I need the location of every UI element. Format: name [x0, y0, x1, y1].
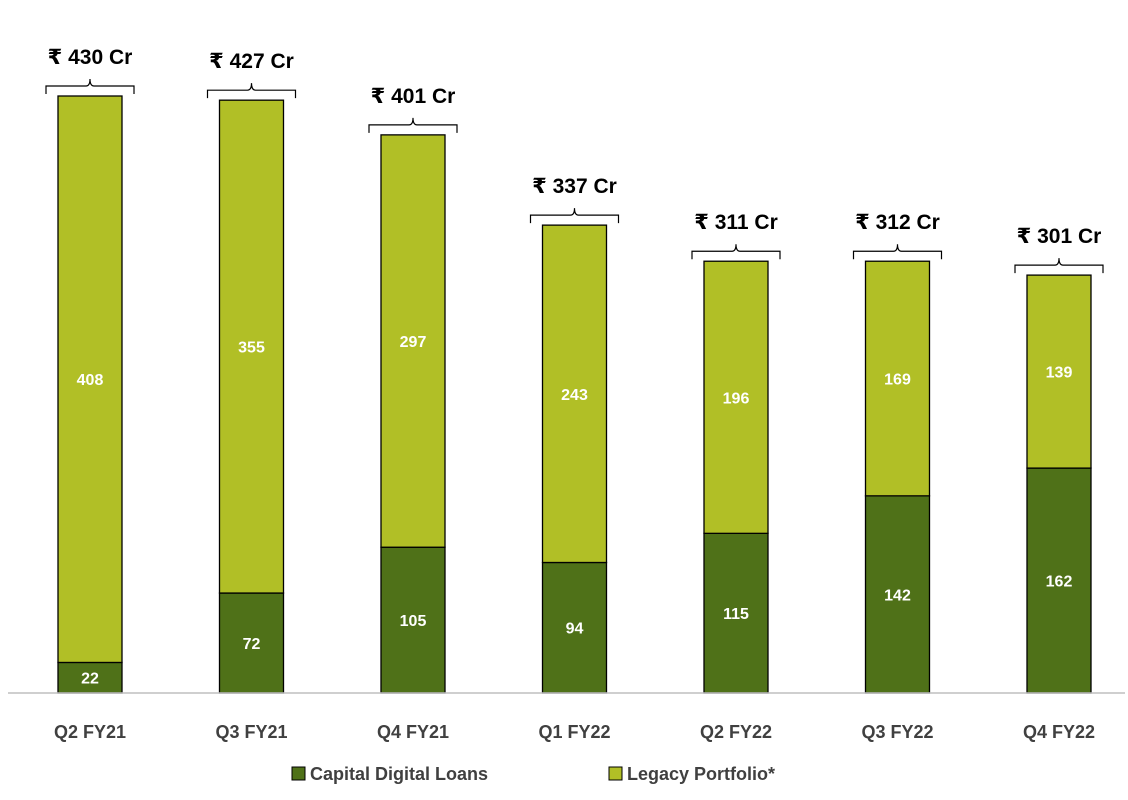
value-label-legacy-portfolio: 408 — [77, 372, 104, 389]
value-label-legacy-portfolio: 243 — [561, 387, 588, 404]
total-label: ₹ 430 Cr — [48, 46, 133, 69]
category-label: Q3 FY22 — [861, 722, 933, 742]
legend-swatch — [608, 766, 623, 781]
category-label: Q3 FY21 — [215, 722, 287, 742]
total-label: ₹ 401 Cr — [371, 85, 456, 108]
value-label-legacy-portfolio: 297 — [400, 334, 427, 351]
total-label: ₹ 301 Cr — [1017, 225, 1102, 248]
bar-legacy-portfolio — [57, 95, 123, 664]
value-label-capital-digital-loans: 142 — [884, 587, 911, 604]
value-label-capital-digital-loans: 105 — [400, 613, 427, 630]
total-label: ₹ 311 Cr — [694, 211, 778, 234]
total-brace — [368, 117, 458, 133]
legend-label: Legacy Portfolio* — [627, 764, 775, 784]
total-label: ₹ 312 Cr — [855, 211, 940, 234]
total-brace — [206, 83, 297, 99]
value-label-capital-digital-loans: 162 — [1046, 574, 1073, 591]
total-brace — [45, 78, 135, 94]
bars-layer — [57, 95, 1092, 694]
bar-capital-digital-loans — [57, 661, 123, 694]
bar-legacy-portfolio — [380, 134, 446, 548]
bar-legacy-portfolio — [703, 260, 769, 534]
bar-legacy-portfolio — [541, 224, 608, 564]
value-label-legacy-portfolio: 139 — [1046, 365, 1073, 382]
total-brace — [691, 244, 781, 260]
total-brace — [529, 208, 620, 224]
legend-label: Capital Digital Loans — [310, 764, 488, 784]
legend-swatch — [291, 766, 306, 781]
total-brace — [1014, 258, 1104, 274]
legend-item-legacy-portfolio: Legacy Portfolio* — [608, 764, 775, 784]
bar-capital-digital-loans — [1026, 467, 1092, 694]
value-label-legacy-portfolio: 196 — [723, 390, 750, 407]
value-label-capital-digital-loans: 22 — [81, 671, 99, 688]
category-label: Q4 FY22 — [1023, 722, 1095, 742]
total-label: ₹ 427 Cr — [209, 50, 294, 73]
bar-legacy-portfolio — [864, 260, 931, 497]
category-label: Q1 FY22 — [538, 722, 610, 742]
bar-capital-digital-loans — [864, 495, 931, 694]
value-label-legacy-portfolio: 355 — [238, 340, 265, 357]
labels-layer: 22 408 ₹ 430 Cr Q2 FY21 72 355 ₹ 427 Cr Q3 FY21… — [45, 46, 1104, 742]
value-label-legacy-portfolio: 169 — [884, 372, 911, 389]
legend: Capital Digital Loans Legacy Portfolio* — [291, 764, 775, 784]
bar-legacy-portfolio — [218, 99, 285, 594]
value-label-capital-digital-loans: 94 — [566, 621, 584, 638]
legend-item-capital-digital-loans: Capital Digital Loans — [291, 764, 488, 784]
category-label: Q2 FY21 — [54, 722, 126, 742]
total-brace — [852, 244, 943, 260]
value-label-capital-digital-loans: 115 — [723, 606, 749, 623]
total-label: ₹ 337 Cr — [532, 175, 617, 198]
bar-legacy-portfolio — [1026, 274, 1092, 469]
category-label: Q2 FY22 — [700, 722, 772, 742]
category-label: Q4 FY21 — [377, 722, 449, 742]
value-label-capital-digital-loans: 72 — [243, 636, 261, 653]
